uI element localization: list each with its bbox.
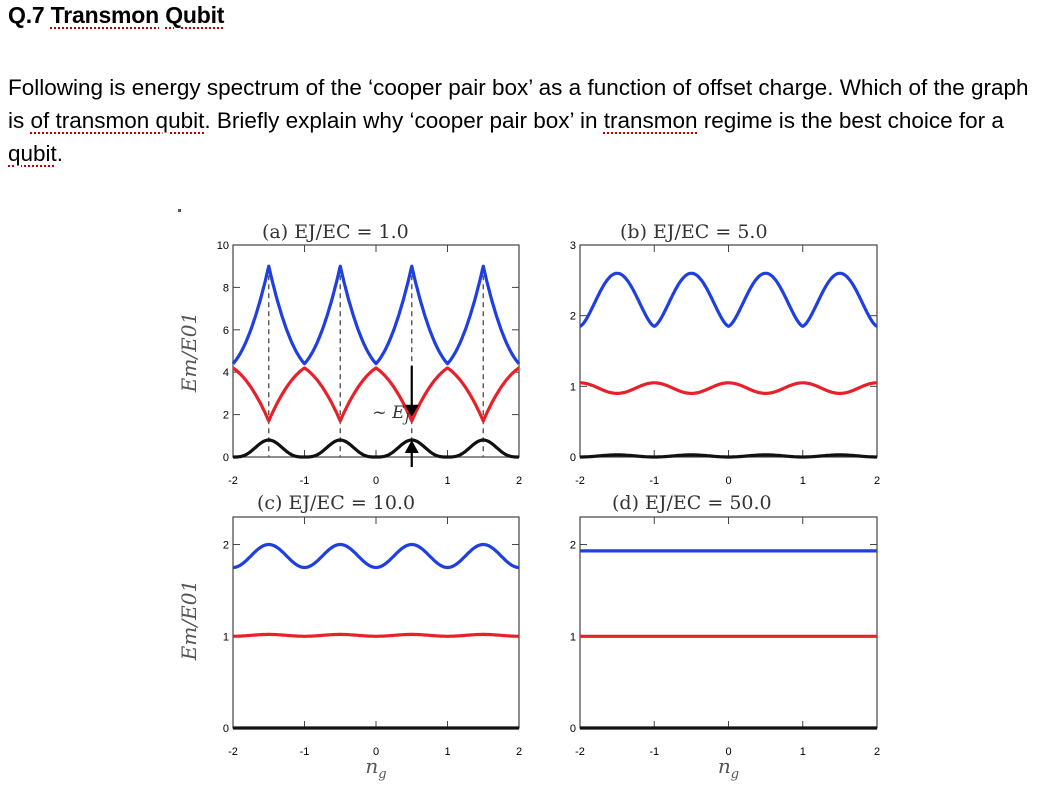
- stray-dot: [178, 209, 181, 212]
- y-tick-label: 2: [223, 410, 229, 422]
- y-tick-label: 1: [570, 381, 576, 393]
- spellcheck-transmon: transmon: [603, 108, 698, 133]
- gap-annotation-sub: J: [401, 411, 410, 425]
- x-tick-label: 2: [874, 475, 880, 487]
- question-text: Following is energy spectrum of the ‘coo…: [8, 75, 1029, 166]
- energy-level-1-curve: [579, 381, 878, 395]
- x-tick-label: -1: [300, 475, 310, 487]
- y-tick-label: 4: [223, 367, 229, 379]
- x-tick-label: 0: [373, 746, 379, 758]
- x-axis-label-sub: g: [731, 767, 739, 782]
- spellcheck-of-transmon-qubit: of transmon qubit: [30, 108, 205, 133]
- heading-word-qubit: Qubit: [165, 2, 225, 28]
- x-tick-label: 0: [373, 475, 379, 487]
- energy-level-1-curve: [232, 632, 520, 638]
- spellcheck-qubit: qubit: [8, 141, 57, 166]
- y-tick-label: 2: [570, 540, 576, 552]
- x-tick-label: 1: [800, 746, 806, 758]
- y-tick-label: 1: [223, 631, 229, 643]
- x-tick-label: -2: [575, 746, 585, 758]
- x-tick-label: 2: [874, 746, 880, 758]
- y-tick-label: 10: [217, 240, 229, 252]
- x-tick-label: 2: [516, 746, 522, 758]
- y-tick-label: 6: [223, 325, 229, 337]
- chart-panel-b: -2 -1 0 1 2 0 1 2 3 (b) EJ/EC = 5.0: [570, 221, 880, 487]
- gap-annotation: ~ EJ: [372, 403, 410, 425]
- energy-level-2-curve: [231, 264, 521, 366]
- x-axis-label: ng: [365, 754, 386, 782]
- panel-title: (a) EJ/EC = 1.0: [262, 221, 409, 243]
- y-tick-label: 1: [570, 631, 576, 643]
- plot-frame: [232, 516, 520, 729]
- panel-title: (c) EJ/EC = 10.0: [257, 492, 415, 514]
- panel-title: (b) EJ/EC = 5.0: [620, 221, 768, 243]
- energy-level-0-curve: [232, 438, 520, 459]
- x-tick-label: -1: [649, 475, 659, 487]
- energy-level-1-curve: [232, 366, 520, 423]
- y-tick-label: 3: [570, 240, 576, 252]
- energy-level-2-curve: [579, 271, 878, 328]
- chart-panel-a: -2 -1 0 1 2 0 2 4 6 8 10 (a) EJ/EC = 1.0 Em/E01 ~ EJ: [177, 221, 522, 487]
- chart-panel-d: -2 -1 0 1 2 0 1 2 (d) EJ/EC = 50.0 ng: [570, 492, 880, 782]
- arrow-up-head: [404, 440, 419, 454]
- x-tick-label: -1: [300, 746, 310, 758]
- y-tick-label: 8: [223, 282, 229, 294]
- panel-title: (d) EJ/EC = 50.0: [612, 492, 772, 514]
- x-tick-label: 1: [444, 746, 450, 758]
- x-tick-label: 2: [516, 475, 522, 487]
- plot-frame: [579, 516, 878, 729]
- plot-frame: [232, 244, 520, 458]
- y-tick-label: 0: [570, 452, 576, 464]
- x-tick-label: -2: [228, 475, 238, 487]
- heading-word-transmon: Transmon: [50, 2, 160, 28]
- question-heading: Q.7 Transmon Qubit: [8, 2, 224, 29]
- y-axis-label: Em/E01: [177, 580, 201, 661]
- x-tick-label: 1: [800, 475, 806, 487]
- x-tick-label: -2: [228, 746, 238, 758]
- x-tick-label: -1: [649, 746, 659, 758]
- x-axis-label-sub: g: [378, 767, 386, 782]
- y-tick-label: 0: [223, 723, 229, 735]
- y-tick-label: 0: [223, 452, 229, 464]
- x-tick-label: 1: [444, 475, 450, 487]
- arrow-down-head: [404, 404, 419, 417]
- energy-level-0-curve: [579, 453, 878, 459]
- x-tick-label: 0: [725, 746, 731, 758]
- chart-panel-c: -2 -1 0 1 2 0 1 2 (c) EJ/EC = 10.0 Em/E01 ng: [177, 492, 522, 782]
- x-tick-label: -2: [575, 475, 585, 487]
- x-axis-label: ng: [718, 754, 739, 782]
- x-tick-label: 0: [725, 475, 731, 487]
- y-tick-label: 2: [223, 540, 229, 552]
- energy-level-2-curve: [232, 542, 520, 570]
- heading-prefix: Q.7: [8, 2, 51, 28]
- y-tick-label: 2: [570, 311, 576, 323]
- y-tick-label: 0: [570, 723, 576, 735]
- y-axis-label: Em/E01: [177, 312, 201, 393]
